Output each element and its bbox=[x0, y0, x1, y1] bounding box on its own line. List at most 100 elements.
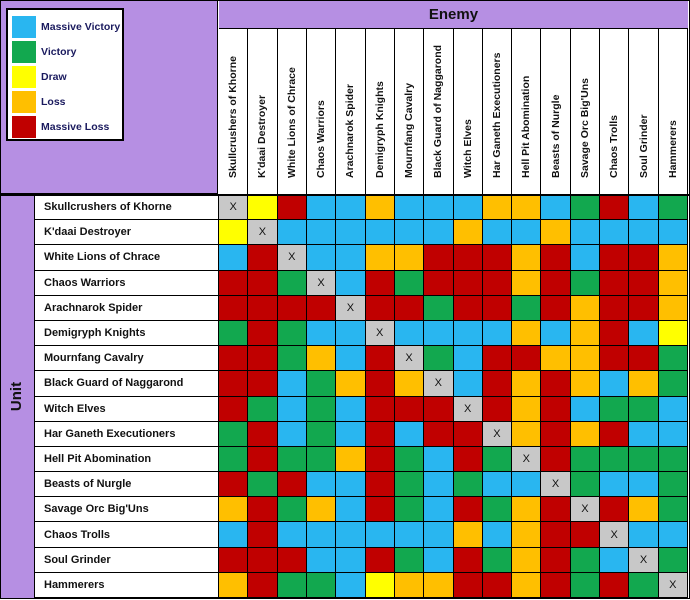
matchup-cell bbox=[570, 522, 601, 548]
matchup-cell bbox=[336, 572, 366, 598]
unit-axis-title: Unit bbox=[8, 381, 26, 412]
matchup-cell bbox=[365, 446, 395, 473]
grid-row: X bbox=[219, 396, 688, 422]
matchup-cell bbox=[394, 371, 425, 397]
matchup-cell bbox=[600, 497, 630, 523]
matchup-cell bbox=[394, 472, 425, 498]
matchup-cell bbox=[482, 396, 513, 422]
matchup-cell bbox=[629, 371, 659, 397]
enemy-column-label: Hammerers bbox=[666, 120, 679, 178]
matchup-cell bbox=[453, 547, 483, 573]
legend-item: Massive Victory bbox=[12, 14, 122, 39]
matchup-cell bbox=[570, 346, 601, 372]
matchup-cell bbox=[365, 421, 395, 447]
matchup-cell bbox=[512, 572, 542, 598]
matchup-cell bbox=[600, 371, 630, 397]
matchup-cell bbox=[658, 245, 688, 271]
matchup-cell bbox=[365, 472, 395, 498]
matchup-cell bbox=[629, 522, 659, 548]
matchup-cell bbox=[424, 220, 454, 246]
matchup-cell bbox=[658, 497, 688, 523]
matchup-cell: X bbox=[219, 195, 249, 221]
matchup-cell bbox=[219, 472, 249, 498]
matchup-cell bbox=[365, 396, 395, 422]
matchup-cell bbox=[306, 371, 337, 397]
matchup-cell bbox=[336, 245, 366, 271]
matchup-cell bbox=[512, 522, 542, 548]
matchup-cell bbox=[424, 522, 454, 548]
matchup-cell bbox=[570, 572, 601, 598]
matchup-cell: X bbox=[336, 295, 366, 321]
matchup-cell: X bbox=[277, 245, 307, 271]
matchup-cell bbox=[219, 497, 249, 523]
matchup-cell bbox=[600, 446, 630, 473]
matchup-cell bbox=[277, 446, 307, 473]
matchup-cell bbox=[424, 497, 454, 523]
matchup-cell: X bbox=[629, 547, 659, 573]
matchup-cell bbox=[394, 220, 425, 246]
matchup-cell bbox=[394, 421, 425, 447]
unit-row-label: Soul Grinder bbox=[35, 547, 219, 573]
matchup-cell bbox=[600, 195, 630, 221]
unit-row-label: White Lions of Chrace bbox=[35, 245, 219, 271]
matchup-cell bbox=[482, 245, 513, 271]
legend-swatch bbox=[12, 115, 36, 138]
grid-row: X bbox=[219, 346, 688, 372]
grid-row: X bbox=[219, 371, 688, 397]
grid-row: X bbox=[219, 245, 688, 271]
matchup-cell bbox=[219, 547, 249, 573]
matchup-cell: X bbox=[424, 371, 454, 397]
enemy-column-label: Soul Grinder bbox=[637, 114, 650, 178]
matchup-cell bbox=[219, 446, 249, 473]
matchup-cell bbox=[336, 446, 366, 473]
matchup-cell bbox=[277, 295, 307, 321]
enemy-column-header: Chaos Trolls bbox=[600, 29, 630, 194]
matchup-cell bbox=[482, 572, 513, 598]
matchup-cell bbox=[219, 220, 249, 246]
matchup-cell bbox=[306, 572, 337, 598]
matchup-cell bbox=[541, 547, 571, 573]
matchup-cell bbox=[248, 547, 278, 573]
enemy-column-header: Arachnarok Spider bbox=[336, 29, 366, 194]
matchup-cell bbox=[512, 270, 542, 296]
matchup-cell: X bbox=[658, 572, 688, 598]
matchup-cell bbox=[336, 396, 366, 422]
matchup-cell: X bbox=[512, 446, 542, 473]
grid-row: X bbox=[219, 195, 688, 221]
enemy-column-label: Mournfang Cavalry bbox=[403, 82, 416, 178]
matchup-cell bbox=[570, 220, 601, 246]
enemy-column-label: Demigryph Knights bbox=[373, 81, 386, 178]
matchup-cell bbox=[277, 320, 307, 347]
matchup-cell bbox=[453, 220, 483, 246]
matchup-cell bbox=[277, 497, 307, 523]
enemy-axis-title: Enemy bbox=[219, 0, 688, 29]
matchup-cell: X bbox=[570, 497, 601, 523]
matchup-cell bbox=[365, 371, 395, 397]
matchup-cell bbox=[629, 497, 659, 523]
matchup-cell bbox=[394, 547, 425, 573]
matchup-cell bbox=[541, 320, 571, 347]
header-divider bbox=[0, 194, 690, 196]
matchup-cell bbox=[453, 472, 483, 498]
matchup-cell bbox=[453, 572, 483, 598]
matchup-cell bbox=[600, 270, 630, 296]
matchup-cell: X bbox=[248, 220, 278, 246]
matchup-cell bbox=[248, 295, 278, 321]
matchup-cell bbox=[277, 371, 307, 397]
matchup-cell bbox=[658, 195, 688, 221]
unit-row-label: Savage Orc Big'Uns bbox=[35, 497, 219, 523]
matchup-cell bbox=[453, 320, 483, 347]
matchup-cell bbox=[658, 446, 688, 473]
matchup-cell bbox=[512, 295, 542, 321]
grid-row: X bbox=[219, 220, 688, 246]
enemy-column-label: White Lions of Chrace bbox=[285, 67, 298, 178]
matchup-cell bbox=[424, 320, 454, 347]
legend-swatch bbox=[12, 15, 36, 38]
matchup-cell bbox=[512, 396, 542, 422]
matchup-cell bbox=[482, 497, 513, 523]
unit-row-labels: Skullcrushers of Khorne K'daai Destroyer W… bbox=[35, 195, 219, 598]
unit-axis-bar: Unit bbox=[0, 195, 35, 598]
matchup-cell bbox=[453, 195, 483, 221]
matchup-cell bbox=[453, 245, 483, 271]
